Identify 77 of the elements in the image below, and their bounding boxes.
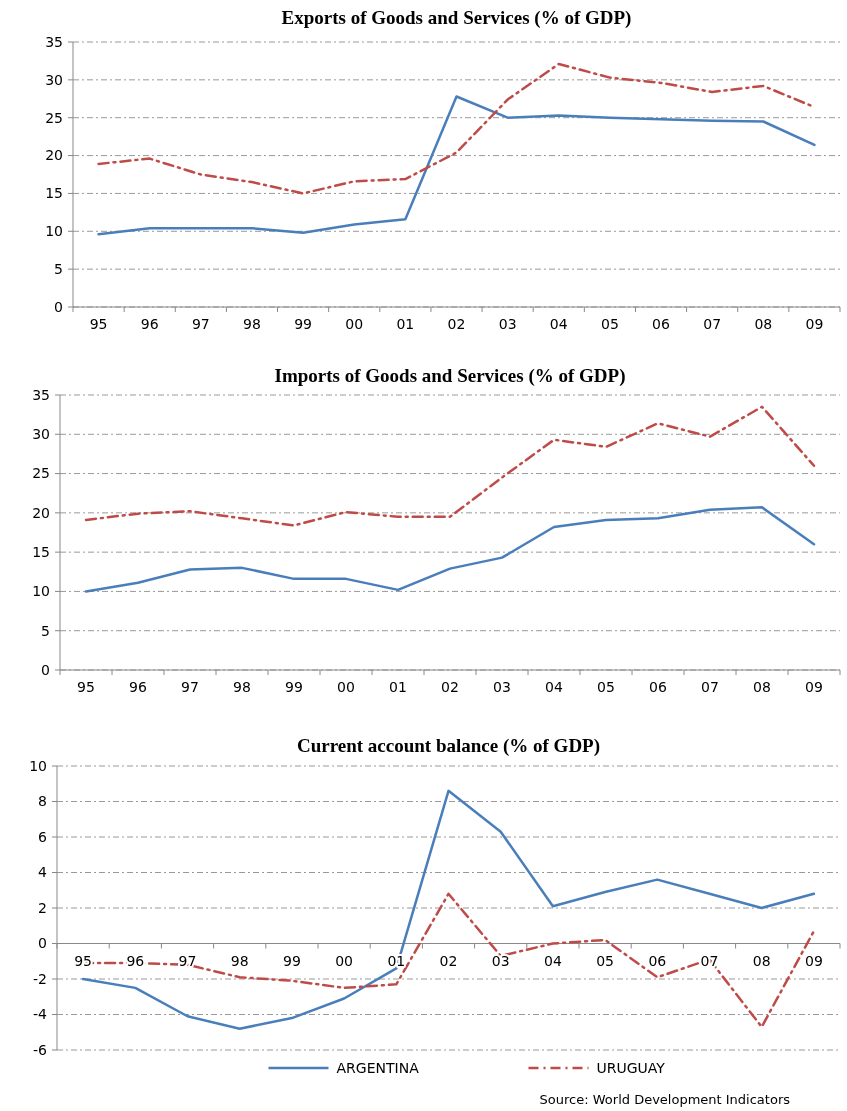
x-tick-label: 98: [243, 316, 261, 332]
legend-label: URUGUAY: [596, 1059, 666, 1076]
y-tick-label: 2: [38, 899, 47, 916]
x-tick-label: 01: [396, 316, 415, 332]
x-tick-label: 07: [703, 316, 722, 332]
line-series: [84, 506, 816, 593]
x-tick-label: 04: [545, 679, 563, 695]
y-tick-label: -2: [33, 970, 47, 987]
y-tick-label: 30: [45, 71, 63, 88]
x-tick-label: 05: [597, 679, 615, 695]
y-tick-label: 0: [54, 298, 63, 315]
y-tick-label: 5: [41, 622, 50, 639]
y-tick-label: 10: [45, 223, 63, 240]
x-tick-label: 95: [74, 952, 93, 969]
y-tick-label: 25: [45, 109, 63, 126]
y-tick-label: 30: [32, 426, 50, 443]
x-tick-label: 06: [652, 316, 671, 332]
y-tick-label: 0: [38, 935, 47, 952]
x-tick-label: 07: [700, 952, 719, 969]
y-tick-label: -6: [33, 1041, 48, 1058]
x-tick-label: 96: [129, 679, 147, 695]
x-tick-label: 03: [491, 952, 510, 969]
y-tick-label: 5: [54, 261, 63, 278]
y-tick-label: 15: [45, 185, 63, 202]
x-tick-label: 08: [754, 316, 773, 332]
x-tick-label: 02: [447, 316, 466, 332]
x-tick-label: 07: [701, 679, 719, 695]
chart-title: Exports of Goods and Services (% of GDP): [281, 7, 632, 29]
y-tick-label: 0: [41, 661, 50, 678]
line-series: [97, 95, 816, 236]
x-tick-label: 06: [648, 952, 667, 969]
y-tick-label: 10: [32, 583, 50, 600]
source-note: Source: World Development Indicators: [539, 1092, 791, 1107]
chart-title: Current account balance (% of GDP): [296, 735, 601, 757]
x-tick-label: 09: [805, 316, 824, 332]
y-tick-label: 8: [38, 793, 47, 810]
x-tick-label: 03: [498, 316, 517, 332]
x-tick-label: 01: [389, 679, 407, 695]
x-tick-label: 99: [285, 679, 303, 695]
y-tick-label: 4: [38, 864, 48, 881]
x-tick-label: 08: [752, 952, 771, 969]
y-tick-label: 25: [32, 465, 50, 482]
x-tick-label: 99: [282, 952, 301, 969]
y-tick-label: 15: [32, 544, 50, 561]
y-tick-label: 35: [45, 33, 63, 50]
x-tick-label: 05: [596, 952, 615, 969]
x-tick-label: 04: [543, 952, 562, 969]
x-tick-label: 98: [230, 952, 249, 969]
x-tick-label: 05: [600, 316, 619, 332]
x-tick-label: 06: [649, 679, 667, 695]
y-tick-label: 35: [32, 386, 50, 403]
x-tick-label: 97: [178, 952, 197, 969]
x-tick-label: 02: [439, 952, 458, 969]
x-tick-label: 02: [441, 679, 459, 695]
x-tick-label: 03: [493, 679, 511, 695]
y-tick-label: 20: [32, 504, 50, 521]
legend-label: ARGENTINA: [336, 1059, 420, 1076]
line-series: [84, 405, 816, 527]
x-tick-label: 08: [753, 679, 771, 695]
y-tick-label: 10: [29, 757, 47, 774]
y-tick-label: -4: [33, 1006, 48, 1023]
x-tick-label: 97: [181, 679, 199, 695]
x-tick-label: 04: [549, 316, 568, 332]
x-tick-label: 00: [345, 316, 364, 332]
x-tick-label: 95: [89, 316, 108, 332]
x-tick-label: 96: [140, 316, 159, 332]
x-tick-label: 00: [337, 679, 355, 695]
x-tick-label: 98: [233, 679, 251, 695]
x-tick-label: 97: [191, 316, 210, 332]
y-tick-label: 6: [38, 828, 48, 845]
x-tick-label: 99: [294, 316, 313, 332]
x-tick-label: 09: [804, 952, 823, 969]
chart-title: Imports of Goods and Services (% of GDP): [274, 365, 626, 387]
x-tick-label: 09: [805, 679, 823, 695]
y-tick-label: 20: [45, 147, 63, 164]
x-tick-label: 95: [77, 679, 95, 695]
x-tick-label: 00: [335, 952, 354, 969]
